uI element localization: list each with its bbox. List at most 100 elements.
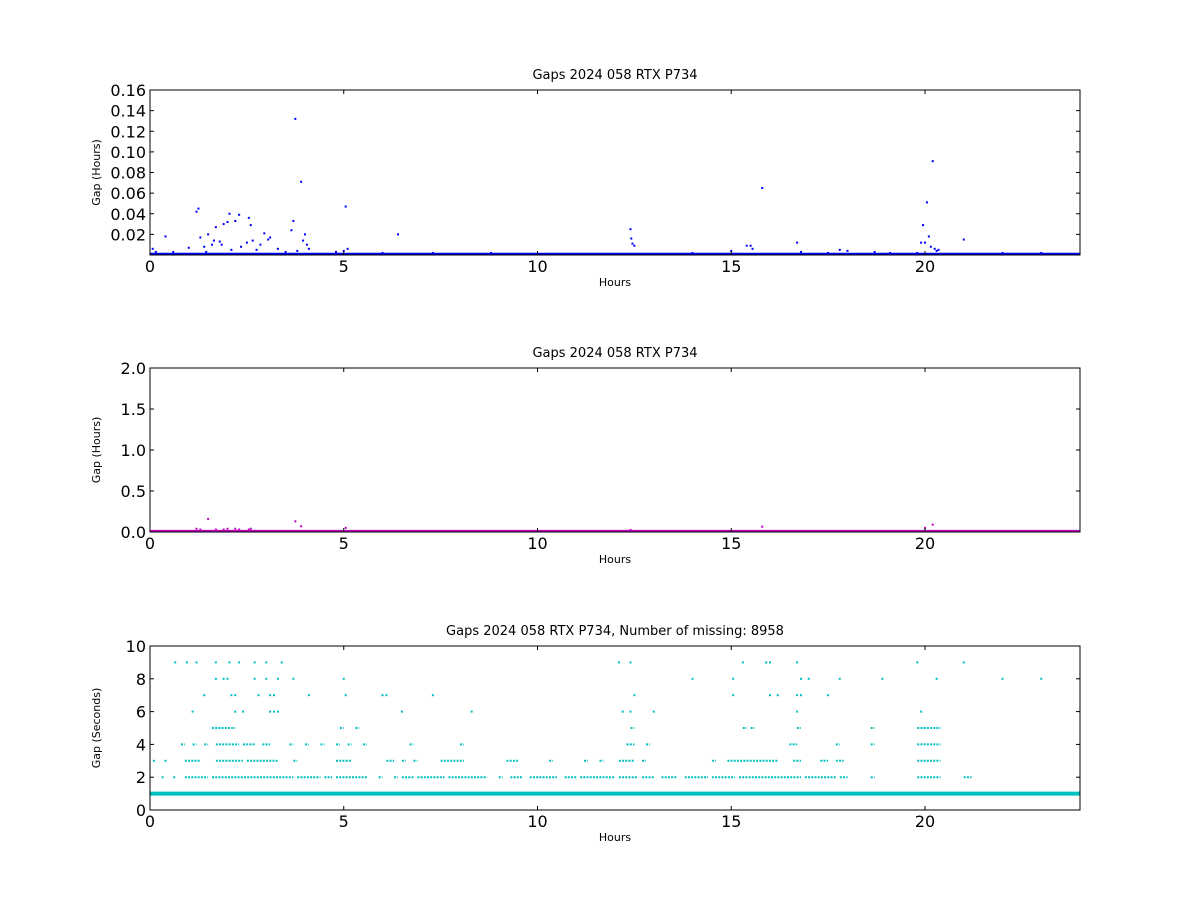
data-point [265,677,268,680]
data-point [630,237,633,240]
data-point [925,201,928,204]
data-point [292,219,295,222]
x-axis-label: Hours [599,553,631,566]
data-point [238,213,241,216]
data-point [214,528,217,531]
data-point [881,677,884,680]
data-point [1001,677,1004,680]
data-point [203,245,206,248]
data-point [745,244,748,247]
data-point [205,250,208,253]
data-point [300,180,303,183]
data-point [234,527,237,530]
chart-panel-1: Gaps 2024 058 RTX P734 Hours Gap (Hours) 0 5… [90,68,1081,289]
data-point [151,247,154,250]
y-tick-label: 2.0 [121,359,146,378]
data-point [195,210,198,213]
data-point [249,527,252,530]
data-point [935,677,938,680]
data-point [228,212,231,215]
y-tick-label: 4 [136,735,146,754]
data-point [269,236,272,239]
data-point [335,250,337,253]
x-tick-label: 20 [915,534,935,553]
data-point [300,525,303,528]
data-point [265,661,268,664]
data-point [172,250,175,253]
data-point [164,759,167,762]
data-point [916,661,919,664]
data-point [631,242,634,245]
data-point [730,249,733,252]
x-axis-label: Hours [599,276,631,289]
data-point [294,117,297,120]
data-point [924,526,926,529]
x-tick-label: 0 [145,812,155,831]
data-point [267,238,270,241]
data-point [226,527,229,530]
data-point [769,661,771,664]
data-point [253,661,256,664]
data-point [276,677,279,680]
data-point [280,661,283,664]
data-point [796,241,799,244]
y-tick-label: 0.10 [110,143,146,162]
data-point [633,694,636,697]
data-point [211,243,213,246]
y-tick-label: 0.04 [110,205,146,224]
data-point [732,694,735,697]
data-point [1001,251,1004,254]
data-point [397,233,399,236]
data-point [222,528,225,531]
data-point [305,243,308,246]
data-point [154,250,157,253]
data-point [199,236,202,239]
x-tick-label: 10 [527,812,547,831]
charts: Gaps 2024 058 RTX P734 Hours Gap (Hours) 0 5… [90,68,1081,844]
y-axis-label: Gap (Hours) [90,139,103,206]
data-point [251,239,254,242]
x-tick-label: 0 [145,257,155,276]
data-point [292,677,295,680]
y-tick-label: 6 [136,703,146,722]
data-point [796,710,799,713]
data-point [238,528,241,531]
data-point [226,221,229,223]
data-point [796,661,799,664]
data-point [197,207,200,210]
chart-panel-2: Gaps 2024 058 RTX P734 Hours Gap (Hours) 0 5… [90,346,1081,566]
data-point [629,228,632,231]
data-point [174,661,177,664]
x-tick-label: 5 [339,534,349,553]
data-point [342,677,345,680]
data-point [212,239,215,242]
data-point [307,694,310,697]
data-point [873,250,876,253]
data-point [195,661,198,664]
data-point [935,249,938,252]
data-point [749,244,752,247]
data-point [214,661,217,664]
data-point [920,241,923,244]
data-point [191,710,194,713]
data-point [296,249,299,252]
data-point [290,229,293,232]
data-point [827,694,830,697]
data-point [796,694,799,697]
y-tick-label: 2 [136,768,146,787]
data-point [931,523,934,526]
data-point [185,661,188,664]
y-tick-label: 0 [136,801,146,820]
data-point [276,247,279,250]
y-axis-label: Gap (Seconds) [90,688,103,769]
data-point [240,245,243,248]
data-point [269,694,272,697]
data-point [691,251,694,254]
data-point [247,528,250,531]
data-point [269,710,272,713]
data-point [203,694,206,697]
data-point [187,246,190,249]
data-point [490,251,492,254]
data-point [1040,677,1043,680]
data-point [400,710,403,713]
